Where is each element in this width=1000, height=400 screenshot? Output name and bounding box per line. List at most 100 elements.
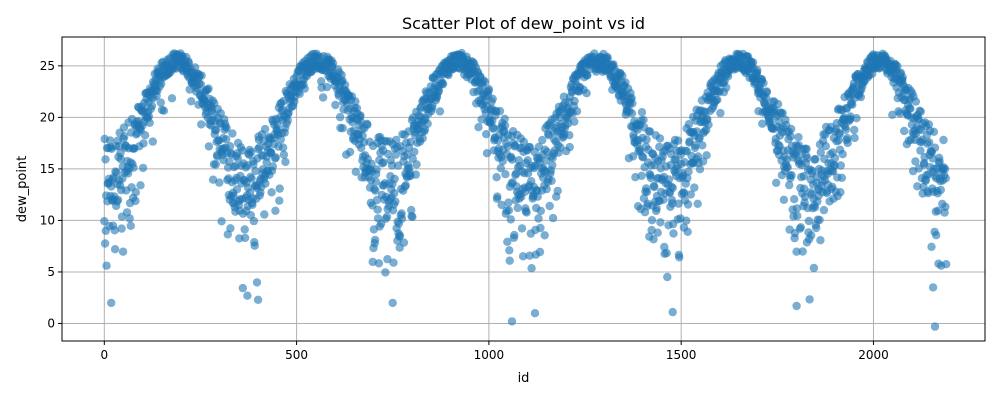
scatter-point bbox=[932, 231, 941, 240]
scatter-point bbox=[395, 231, 405, 240]
scatter-point bbox=[248, 200, 257, 209]
scatter-point bbox=[664, 175, 674, 184]
scatter-point bbox=[116, 154, 126, 164]
scatter-point bbox=[716, 108, 725, 118]
scatter-point bbox=[271, 206, 280, 215]
scatter-point bbox=[698, 141, 707, 150]
scatter-point bbox=[212, 125, 221, 134]
scatter-point bbox=[435, 107, 445, 116]
scatter-point bbox=[105, 136, 115, 145]
scatter-point bbox=[792, 247, 801, 256]
scatter-point bbox=[773, 99, 783, 109]
scatter-point bbox=[370, 235, 380, 245]
scatter-point bbox=[107, 298, 116, 308]
scatter-point bbox=[652, 204, 661, 213]
scatter-point bbox=[271, 153, 280, 162]
scatter-point bbox=[145, 118, 154, 128]
scatter-point bbox=[522, 208, 531, 217]
scatter-point bbox=[830, 153, 840, 163]
scatter-point bbox=[498, 157, 507, 166]
scatter-point bbox=[406, 137, 415, 147]
scatter-point bbox=[787, 124, 796, 134]
scatter-point bbox=[850, 125, 859, 135]
scatter-point bbox=[410, 147, 419, 156]
scatter-point bbox=[536, 223, 545, 233]
scatter-point bbox=[713, 95, 722, 104]
scatter-point bbox=[331, 100, 340, 110]
scatter-point bbox=[222, 135, 231, 144]
scatter-point bbox=[916, 146, 925, 155]
scatter-point bbox=[929, 127, 939, 136]
y-tick-label: 20 bbox=[40, 110, 55, 124]
scatter-point bbox=[112, 168, 121, 177]
scatter-point bbox=[423, 119, 432, 128]
scatter-point bbox=[559, 92, 569, 101]
scatter-point bbox=[565, 142, 574, 152]
scatter-point bbox=[898, 73, 907, 82]
scatter-point bbox=[136, 181, 145, 190]
scatter-point bbox=[408, 212, 417, 222]
scatter-point bbox=[637, 108, 647, 117]
scatter-point bbox=[504, 206, 514, 215]
scatter-point bbox=[674, 199, 683, 208]
scatter-point bbox=[811, 154, 820, 164]
scatter-point bbox=[503, 237, 512, 246]
scatter-point bbox=[935, 157, 944, 166]
scatter-point bbox=[187, 97, 196, 106]
scatter-point bbox=[126, 221, 135, 230]
scatter-point bbox=[786, 132, 795, 141]
scatter-point bbox=[627, 109, 637, 118]
scatter-point bbox=[283, 116, 292, 125]
scatter-point bbox=[819, 205, 829, 215]
scatter-point bbox=[807, 231, 816, 240]
scatter-point bbox=[335, 112, 345, 122]
scatter-point bbox=[570, 117, 579, 126]
scatter-point bbox=[888, 110, 897, 120]
y-tick-label: 15 bbox=[40, 162, 55, 176]
scatter-point bbox=[488, 94, 497, 104]
scatter-point bbox=[196, 80, 205, 89]
y-axis-label: dew_point bbox=[15, 156, 30, 223]
scatter-point bbox=[834, 136, 843, 145]
scatter-point bbox=[927, 242, 936, 251]
scatter-point bbox=[101, 155, 110, 164]
scatter-point bbox=[504, 198, 513, 207]
scatter-point bbox=[928, 154, 937, 163]
scatter-point bbox=[913, 182, 922, 191]
scatter-point bbox=[785, 180, 794, 190]
scatter-point bbox=[692, 127, 702, 136]
scatter-point bbox=[639, 115, 648, 125]
scatter-point bbox=[642, 187, 652, 197]
chart-title: Scatter Plot of dew_point vs id bbox=[402, 14, 645, 34]
scatter-point bbox=[247, 174, 256, 183]
scatter-point bbox=[300, 84, 309, 93]
scatter-point bbox=[778, 108, 787, 118]
scatter-point bbox=[523, 156, 532, 165]
scatter-point bbox=[338, 124, 347, 133]
scatter-point bbox=[572, 107, 582, 116]
scatter-point bbox=[318, 93, 328, 102]
scatter-point bbox=[148, 137, 157, 146]
scatter-point bbox=[232, 185, 242, 194]
scatter-point bbox=[120, 132, 129, 141]
scatter-point bbox=[197, 120, 206, 129]
scatter-point bbox=[684, 120, 694, 129]
scatter-point bbox=[401, 181, 410, 190]
scatter-point bbox=[570, 96, 579, 106]
scatter-point bbox=[653, 228, 662, 237]
scatter-point bbox=[642, 135, 651, 144]
scatter-point bbox=[501, 170, 510, 179]
scatter-point bbox=[812, 223, 821, 233]
scatter-point bbox=[852, 114, 861, 123]
scatter-point bbox=[110, 245, 120, 254]
scatter-point bbox=[497, 200, 506, 210]
scatter-point bbox=[517, 224, 527, 233]
scatter-point bbox=[513, 203, 522, 213]
scatter-point bbox=[383, 255, 392, 264]
scatter-point bbox=[373, 205, 382, 214]
scatter-point bbox=[722, 83, 731, 92]
scatter-point bbox=[682, 216, 691, 225]
scatter-point bbox=[758, 119, 767, 128]
scatter-point bbox=[553, 186, 562, 196]
